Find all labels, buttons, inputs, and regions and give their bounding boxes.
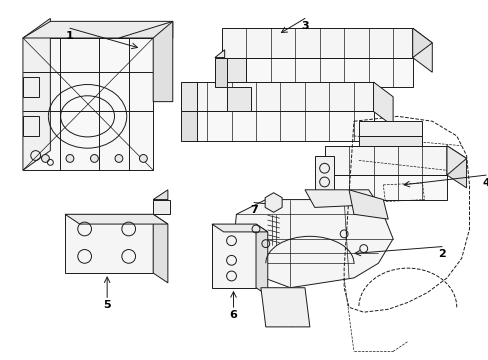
Text: 3: 3 [301,21,308,31]
Polygon shape [211,224,267,232]
Polygon shape [153,190,167,199]
Text: 2: 2 [437,249,445,260]
Polygon shape [65,214,153,273]
Polygon shape [211,224,256,288]
Circle shape [66,154,74,162]
Text: 7: 7 [250,205,257,215]
Polygon shape [226,87,251,112]
Polygon shape [264,193,282,212]
Polygon shape [358,136,422,146]
Polygon shape [23,38,153,170]
Polygon shape [221,28,412,58]
Circle shape [115,154,122,162]
Polygon shape [180,112,197,141]
Polygon shape [153,21,172,102]
Polygon shape [182,82,373,112]
Text: 5: 5 [103,300,111,310]
Polygon shape [214,50,224,58]
Circle shape [139,154,147,162]
Polygon shape [23,18,50,170]
Polygon shape [324,175,446,199]
Polygon shape [348,190,387,219]
Polygon shape [446,146,466,188]
Text: 1: 1 [66,31,74,41]
Circle shape [41,154,49,162]
Polygon shape [261,288,309,327]
Polygon shape [23,116,39,136]
Polygon shape [412,28,431,58]
Polygon shape [412,28,431,72]
Polygon shape [65,214,167,224]
Circle shape [90,154,98,162]
Polygon shape [358,121,422,136]
Polygon shape [373,82,392,126]
Polygon shape [314,156,334,195]
Polygon shape [305,190,378,207]
Polygon shape [23,21,172,38]
Polygon shape [153,214,167,283]
Polygon shape [221,58,246,82]
Polygon shape [214,58,226,87]
Text: 6: 6 [229,310,237,320]
Polygon shape [119,21,172,38]
Polygon shape [23,77,39,97]
Polygon shape [256,224,267,296]
Polygon shape [182,112,373,141]
Text: 4: 4 [481,178,488,188]
Polygon shape [234,199,392,288]
Polygon shape [153,199,169,214]
Polygon shape [221,58,412,87]
Polygon shape [180,82,197,112]
Polygon shape [324,146,446,175]
Polygon shape [446,146,466,175]
